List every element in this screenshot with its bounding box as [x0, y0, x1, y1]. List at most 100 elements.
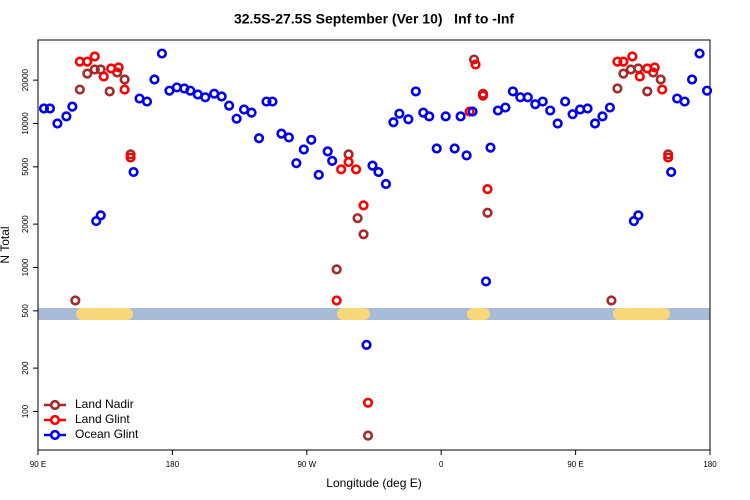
point [267, 96, 278, 107]
y-tick-label: 5000 [21, 157, 30, 175]
point [694, 48, 705, 59]
legend-label: Land Glint [75, 412, 130, 426]
point [589, 118, 601, 129]
point [253, 133, 265, 144]
point [500, 102, 511, 113]
point [261, 96, 272, 107]
point [467, 106, 478, 117]
point [655, 74, 666, 85]
point [61, 111, 72, 122]
x-axis-label: Longitude (deg E) [326, 476, 421, 490]
point [597, 111, 608, 122]
point [156, 48, 168, 59]
point [679, 96, 690, 107]
point [649, 62, 660, 73]
point [98, 71, 109, 82]
point [70, 295, 81, 306]
point [440, 111, 451, 122]
point [482, 207, 493, 218]
point [276, 128, 287, 139]
point [612, 56, 623, 67]
point [313, 169, 324, 180]
point [485, 142, 496, 153]
point [352, 213, 363, 224]
ocean-band [38, 308, 710, 320]
surface-band [38, 308, 710, 320]
x-tick-label: 90 W [297, 460, 316, 469]
point [327, 155, 338, 166]
point [149, 74, 160, 85]
land-band [337, 308, 370, 320]
point [449, 143, 460, 154]
point [231, 113, 242, 124]
series [74, 51, 674, 408]
point [582, 103, 593, 114]
land-band [613, 308, 670, 320]
point [362, 397, 374, 408]
legend-marker [49, 429, 61, 441]
point [216, 91, 227, 102]
point [618, 68, 629, 79]
legend-marker [49, 399, 61, 411]
legend-label: Land Nadir [75, 397, 134, 411]
plot-frame [37, 39, 711, 451]
point [362, 430, 374, 441]
point [552, 118, 563, 129]
x-tick-label: 90 E [567, 460, 583, 469]
x-tick-label: 90 E [30, 460, 46, 469]
point [200, 92, 211, 103]
land-band [467, 308, 490, 320]
land-band [76, 308, 133, 320]
point [224, 100, 235, 111]
point [52, 118, 63, 129]
point [522, 92, 533, 103]
point [455, 111, 466, 122]
point [38, 103, 50, 114]
point [125, 152, 136, 163]
point [119, 84, 130, 95]
point [612, 83, 623, 94]
point [633, 63, 644, 74]
point [358, 229, 369, 240]
series [38, 48, 713, 350]
point [104, 86, 115, 97]
point [388, 117, 399, 128]
point [119, 74, 130, 85]
point [89, 51, 100, 62]
point [657, 84, 668, 95]
point [306, 134, 317, 145]
point [537, 96, 548, 107]
y-tick-label: 20000 [21, 68, 30, 91]
y-tick-label: 1000 [21, 258, 30, 276]
y-axis-label: N Total [0, 226, 12, 263]
chart-title: 32.5S-27.5S September (Ver 10) Inf to -I… [234, 11, 514, 27]
point [634, 71, 645, 82]
point [350, 164, 362, 175]
point [331, 264, 342, 275]
point [424, 111, 435, 122]
point [507, 86, 518, 97]
point [246, 107, 257, 118]
point [686, 74, 698, 85]
point [482, 184, 493, 195]
point [298, 144, 309, 155]
point [545, 105, 556, 116]
point [185, 85, 196, 96]
point [322, 146, 333, 157]
point [361, 339, 372, 350]
point [394, 108, 405, 119]
point [663, 152, 674, 163]
point [380, 178, 392, 190]
point [468, 54, 480, 65]
point [604, 102, 616, 113]
point [74, 84, 85, 95]
x-tick-label: 180 [166, 460, 180, 469]
point [567, 109, 578, 120]
point [373, 166, 384, 178]
point [701, 85, 713, 96]
legend-marker [49, 414, 61, 426]
point [82, 68, 93, 79]
point [44, 103, 56, 114]
